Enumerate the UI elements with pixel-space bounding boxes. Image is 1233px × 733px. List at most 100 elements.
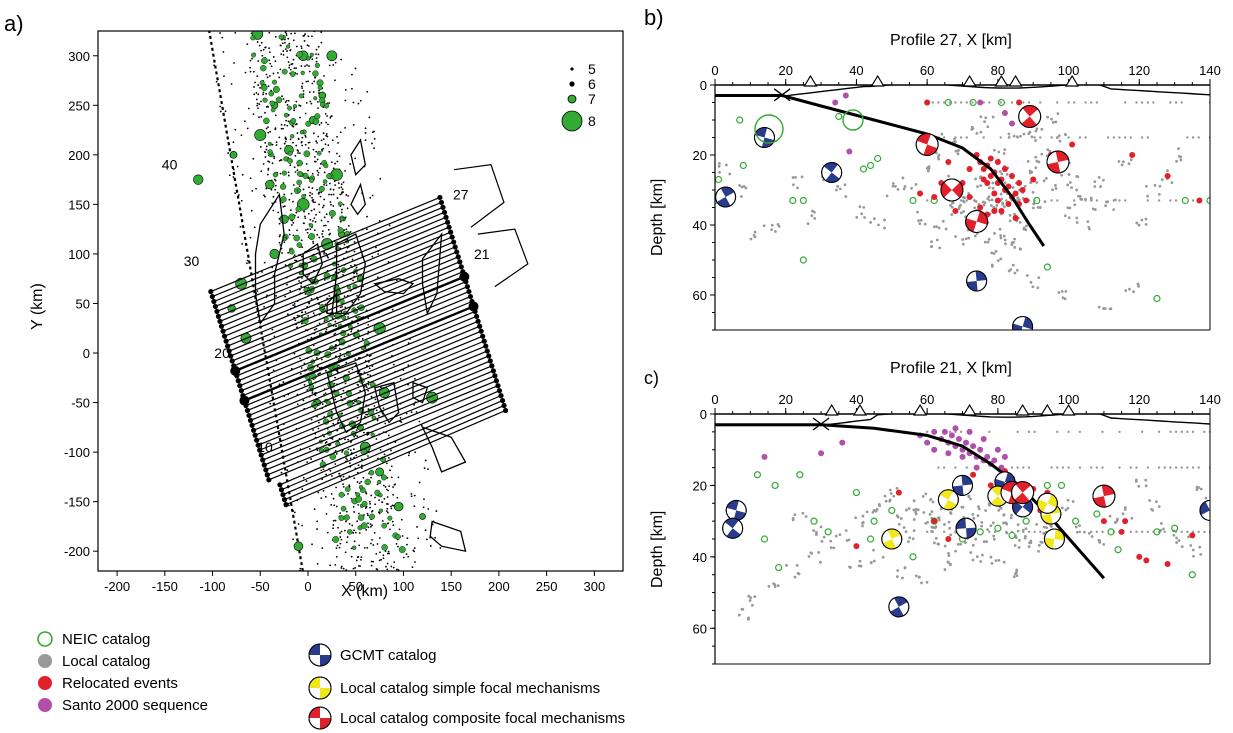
local-event (935, 238, 939, 242)
local-event (1191, 136, 1195, 139)
local-event (954, 430, 957, 434)
map-neic-event (293, 541, 304, 551)
local-event (979, 560, 983, 563)
local-event (718, 171, 721, 174)
map-event-dot (386, 552, 389, 555)
local-event (1097, 305, 1101, 309)
map-event-dot (356, 556, 359, 559)
map-event-dot (278, 222, 281, 225)
map-event-dot (395, 279, 398, 282)
local-event (881, 555, 885, 559)
local-event (1013, 212, 1016, 216)
relocated-event (1023, 197, 1030, 204)
map-event-dot (397, 476, 400, 479)
map-event-dot (345, 361, 348, 364)
map-event-dot (280, 123, 283, 126)
map-event-dot (260, 49, 262, 52)
local-event (971, 558, 975, 562)
profile-bracket (477, 228, 529, 288)
map-event-dot (329, 564, 331, 567)
local-event (804, 515, 808, 518)
map-event-dot (366, 90, 369, 93)
map-neic-event (281, 170, 287, 176)
local-event (1036, 286, 1040, 290)
map-event-dot (375, 246, 377, 249)
local-event (910, 186, 913, 190)
local-event (1150, 507, 1154, 511)
map-event-dot (303, 222, 305, 225)
local-event (1093, 180, 1097, 184)
map-event-dot (308, 194, 311, 197)
map-event-dot (300, 141, 303, 144)
profile-line (216, 216, 447, 312)
local-event (1003, 148, 1007, 152)
map-event-dot (391, 520, 394, 523)
local-event (935, 225, 938, 228)
local-event (1038, 206, 1042, 209)
map-event-dot (306, 44, 309, 47)
composite-focal-beachball-quad1 (1093, 496, 1107, 508)
simple-focal-beachball-rim (937, 489, 959, 511)
map-event-dot (253, 86, 255, 88)
map-event-dot (310, 458, 313, 460)
local-event (1039, 136, 1042, 139)
map-event-dot (356, 294, 358, 297)
local-event (917, 219, 920, 223)
local-event (773, 583, 777, 587)
map-event-dot (413, 547, 416, 549)
map-event-dot (405, 412, 408, 415)
map-event-dot (336, 152, 338, 155)
profile-line (239, 291, 470, 387)
local-event (1186, 136, 1189, 139)
local-event (1017, 546, 1021, 549)
map-y-tick-label: -50 (71, 396, 90, 411)
simple-focal-beachball-quad1 (943, 499, 958, 510)
map-neic-event (343, 514, 350, 521)
local-event (963, 196, 967, 200)
map-event-dot (346, 207, 349, 210)
composite-focal-beachball-rim (1046, 150, 1070, 174)
map-event-dot (312, 91, 315, 93)
profile-end-marker (469, 298, 475, 305)
map-event-dot (350, 330, 353, 333)
map-event-dot (341, 451, 343, 453)
local-event (1035, 523, 1039, 526)
map-event-dot (247, 107, 250, 110)
local-event (1040, 541, 1044, 544)
map-event-dot (369, 196, 372, 199)
map-event-dot (414, 561, 416, 563)
local-event (962, 200, 966, 204)
map-event-dot (292, 234, 295, 237)
map-event-dot (259, 145, 262, 148)
local-event (992, 148, 996, 152)
santo-event (846, 148, 853, 155)
map-y-tick-label: 250 (68, 98, 90, 113)
map-event-dot (353, 477, 356, 480)
composite-focal-beachball-rim (965, 210, 989, 233)
local-event (1050, 199, 1053, 202)
map-event-dot (259, 86, 261, 89)
local-event (878, 504, 882, 508)
local-event (925, 580, 929, 584)
local-event (1019, 247, 1022, 251)
local-event (1063, 297, 1067, 301)
santo-event (931, 446, 938, 453)
local-event (1195, 488, 1199, 492)
map-event-dot (314, 394, 317, 397)
local-event (1123, 101, 1127, 104)
map-event-dot (334, 563, 337, 566)
local-event (737, 613, 741, 617)
profile-label-27: 27 (453, 186, 469, 202)
gcmt-beachball (966, 270, 988, 292)
map-event-dot (291, 200, 294, 203)
map-event-dot (230, 83, 233, 85)
santo-event (966, 428, 973, 435)
local-event (973, 234, 977, 238)
map-event-dot (340, 530, 343, 533)
santo-event (761, 453, 768, 460)
profile-end-marker (440, 204, 446, 210)
map-event-dot (376, 276, 379, 279)
map-event-dot (274, 188, 277, 191)
map-event-dot (361, 338, 364, 340)
map-event-dot (367, 514, 369, 517)
